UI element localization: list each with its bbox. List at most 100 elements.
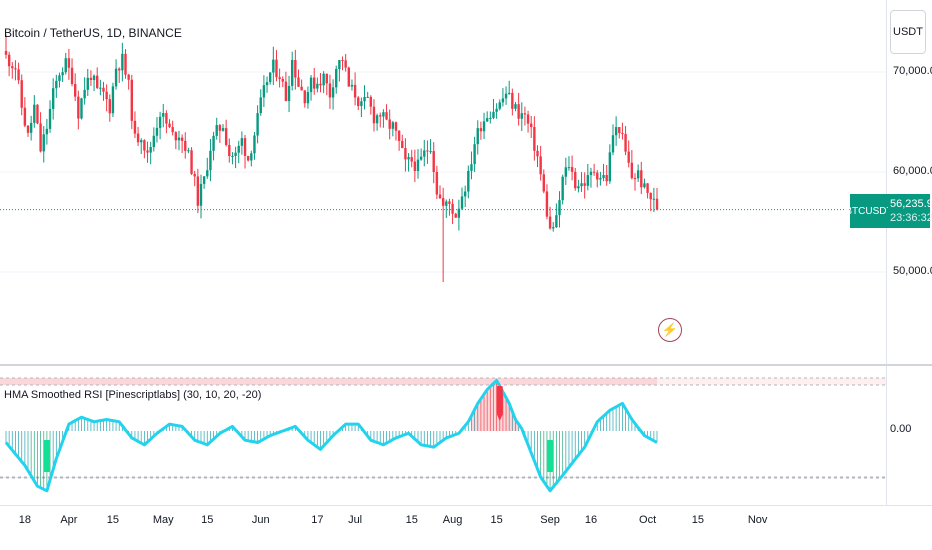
candle-body (526, 114, 530, 124)
candle-body (511, 92, 514, 109)
candle-body (206, 170, 209, 177)
candle-body (149, 147, 152, 153)
candle-body (482, 121, 486, 132)
candle-body (401, 140, 404, 149)
candle-body (341, 60, 344, 62)
candle-body (250, 153, 253, 161)
candle-body (338, 60, 341, 70)
candle-body (36, 104, 39, 124)
candle-body (290, 59, 294, 86)
candle-body (29, 122, 33, 133)
candle-body (357, 97, 360, 107)
buy-signal-marker (547, 440, 554, 472)
candle-body (96, 75, 99, 88)
candle-body (360, 101, 363, 107)
candle-body (45, 128, 49, 135)
candle-body (539, 156, 542, 175)
candle-body (243, 138, 247, 156)
candle-body (275, 59, 278, 78)
time-axis-label: 15 (691, 514, 705, 526)
candle-body (64, 58, 67, 73)
candle-body (99, 87, 102, 89)
lightning-icon[interactable]: ⚡ (658, 318, 682, 342)
candle-body (451, 203, 454, 214)
candle-body (127, 74, 130, 80)
candle-body (234, 152, 237, 156)
candle-body (190, 150, 193, 174)
candle-body (375, 115, 379, 124)
candle-body (561, 176, 564, 201)
candle-body (589, 171, 593, 176)
indicator-pane (0, 377, 886, 493)
candle-body (353, 84, 357, 98)
candle-body (253, 135, 256, 154)
candle-body (313, 77, 316, 89)
candle-body (20, 80, 23, 108)
candle-body (397, 130, 401, 141)
candle-body (498, 102, 501, 109)
candle-body (372, 106, 376, 124)
candle-body (621, 133, 624, 135)
candle-body (363, 97, 366, 102)
candle-body (419, 156, 423, 160)
candle-body (268, 72, 272, 83)
candle-body (246, 155, 250, 161)
candle-body (306, 92, 310, 104)
candle-body (114, 68, 118, 87)
candle-body (297, 77, 300, 87)
candle-body (278, 77, 281, 79)
candle-body (184, 140, 187, 151)
candle-body (4, 51, 8, 55)
candle-body (73, 83, 77, 97)
candle-body (133, 120, 137, 134)
currency-button[interactable]: USDT (890, 10, 926, 54)
candle-body (319, 83, 322, 86)
candle-body (548, 216, 552, 229)
candle-body (130, 79, 133, 121)
indicator-title[interactable]: HMA Smoothed RSI [Pinescriptlabs] (30, 1… (4, 389, 262, 401)
candle-body (463, 191, 467, 197)
time-axis-label: May (152, 514, 174, 526)
time-axis-label: Aug (442, 514, 463, 526)
price-tick-label: 60,000.00 (893, 165, 932, 177)
candle-body (350, 84, 354, 87)
candle-body (470, 164, 473, 171)
candle-body (136, 133, 140, 143)
candle-body (655, 198, 659, 210)
candle-body (294, 59, 297, 78)
time-axis-label: Jul (348, 514, 363, 526)
time-axis-label: 17 (311, 514, 324, 526)
candle-body (322, 73, 325, 86)
candle-body (445, 201, 448, 206)
symbol-price-tag: BTCUSDT (845, 194, 893, 228)
buy-signal-marker (43, 440, 50, 472)
candle-body (514, 104, 517, 109)
candle-body (221, 128, 225, 131)
candle-body (180, 137, 184, 141)
candle-body (140, 140, 143, 143)
candle-body (237, 145, 240, 153)
candle-body (39, 123, 42, 152)
candle-body (70, 67, 74, 84)
candle-body (476, 128, 479, 145)
candle-body (404, 148, 407, 160)
candle-body (618, 127, 621, 134)
candle-body (366, 96, 369, 98)
candle-body (86, 77, 89, 90)
time-axis-label: Jun (251, 514, 270, 526)
chart-title: Bitcoin / TetherUS, 1D, BINANCE (4, 26, 182, 40)
candle-body (542, 174, 545, 192)
candle-body (385, 112, 388, 120)
candle-body (379, 115, 382, 117)
candle-body (105, 91, 108, 100)
candle-body (508, 92, 511, 94)
candle-body (545, 191, 549, 217)
candle-body (495, 108, 498, 112)
candle-body (124, 53, 127, 75)
candle-body (646, 183, 649, 193)
candle-body (501, 98, 505, 103)
candle-body (624, 134, 627, 152)
price-tick-label: 70,000.00 (893, 65, 932, 77)
candle-body (23, 107, 27, 126)
